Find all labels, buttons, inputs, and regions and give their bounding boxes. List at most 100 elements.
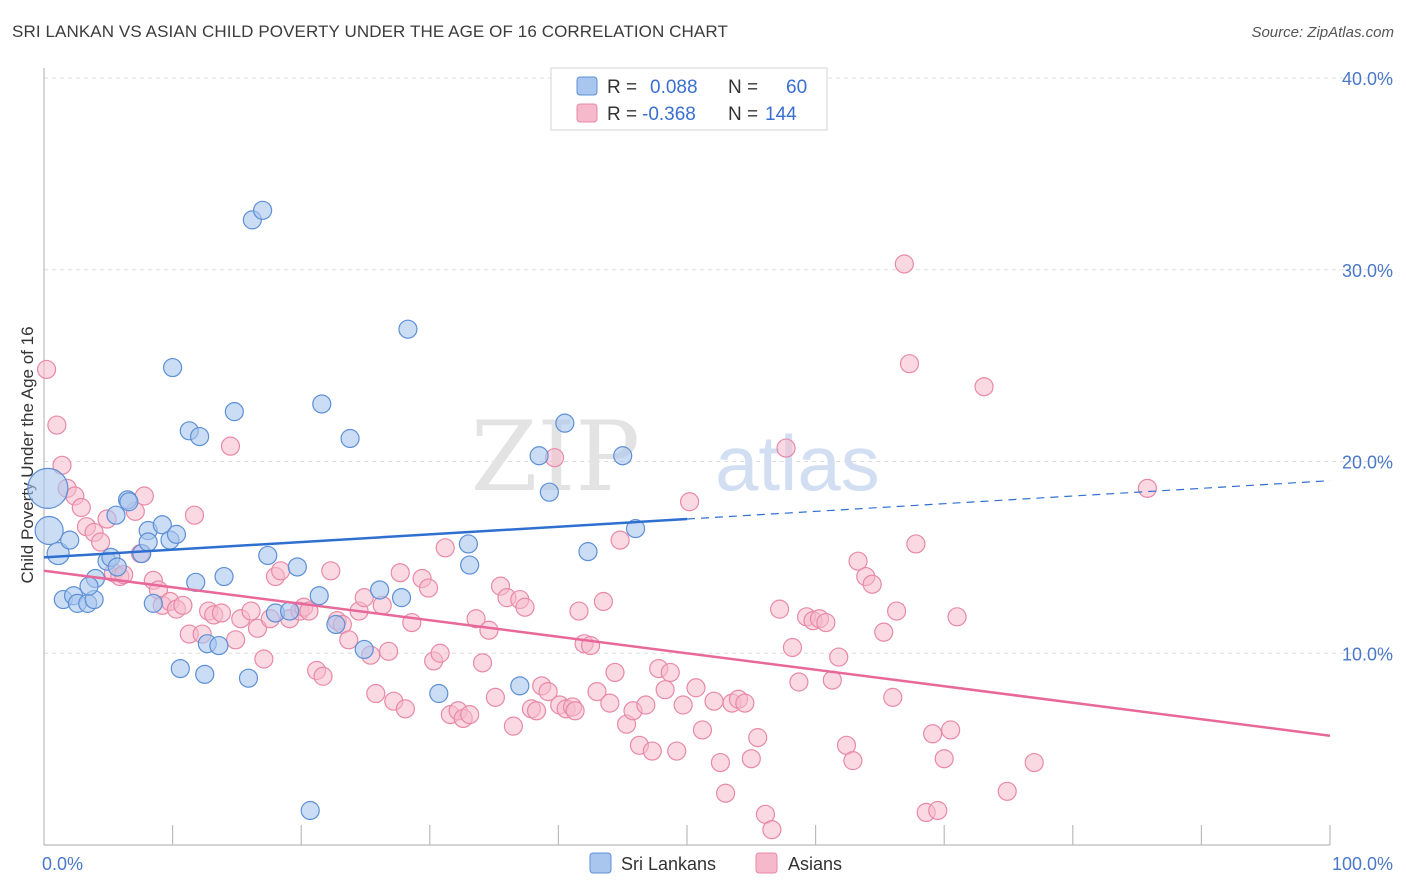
- sri-lankan-point-2: [46, 541, 70, 566]
- asian-point-31: [241, 601, 261, 621]
- sri-lankan-point-1: [34, 515, 64, 546]
- y-tick-label-40: 40.0%: [1342, 69, 1393, 89]
- asian-point-21: [173, 595, 193, 615]
- sri-lankan-point-53: [529, 446, 549, 466]
- sri-lankan-point-27: [190, 426, 210, 447]
- asian-point-134: [906, 534, 926, 554]
- sri-lankan-point-49: [429, 683, 449, 704]
- legend-r-label-sri: R =: [607, 77, 637, 98]
- gridlines: [44, 77, 1393, 654]
- asian-point-97: [655, 680, 675, 700]
- asian-point-111: [748, 728, 768, 748]
- y-tick-labels: 10.0% 20.0% 30.0% 40.0%: [1342, 69, 1393, 664]
- asian-point-139: [941, 720, 961, 740]
- asian-point-109: [735, 693, 755, 713]
- bottom-legend-swatch-asian: [755, 852, 778, 874]
- sri-lankan-point-59: [163, 357, 183, 378]
- asian-point-102: [686, 678, 706, 698]
- sri-lankan-point-41: [309, 586, 329, 606]
- asian-point-32: [247, 618, 268, 638]
- legend-r-label-asian: R =: [607, 104, 637, 125]
- asian-point-101: [679, 492, 700, 512]
- sri-lankans-trend-line: [43, 517, 688, 559]
- asian-point-128: [862, 574, 882, 594]
- sri-lankan-point-47: [391, 588, 412, 608]
- asian-point-110: [741, 749, 761, 769]
- bottom-legend-label-asian: Asians: [788, 854, 842, 874]
- bottom-legend: Sri Lankans Asians: [589, 852, 842, 874]
- y-tick-label-20: 20.0%: [1342, 453, 1393, 473]
- sri-lankan-point-19: [138, 532, 158, 552]
- legend-n-value-asian: 144: [765, 104, 797, 125]
- sri-lankan-point-35: [253, 200, 273, 220]
- sri-lankan-point-36: [258, 545, 278, 566]
- legend-r-value-sri: 0.088: [650, 77, 698, 98]
- watermark-atlas: atlas: [715, 419, 880, 507]
- asian-point-113: [762, 820, 782, 840]
- asian-point-86: [587, 681, 607, 702]
- asian-point-94: [636, 695, 656, 715]
- x-ticks: [172, 825, 1331, 845]
- sri-lankan-point-21: [152, 515, 172, 535]
- asian-point-29: [226, 630, 246, 650]
- y-tick-label-10: 10.0%: [1342, 644, 1393, 664]
- sri-lankan-point-24: [170, 658, 190, 679]
- legend-r-value-asian: -0.368: [642, 104, 696, 125]
- asian-point-58: [418, 578, 439, 598]
- asian-point-52: [379, 641, 399, 661]
- asian-point-90: [610, 530, 630, 550]
- asian-point-98: [660, 662, 680, 683]
- asian-point-143: [1024, 752, 1044, 773]
- asian-point-67: [472, 653, 493, 673]
- sri-lankan-point-28: [195, 664, 215, 684]
- asian-point-50: [366, 683, 386, 704]
- sri-lankan-point-57: [613, 446, 633, 466]
- sri-lankan-point-10: [79, 576, 99, 596]
- asian-point-100: [673, 695, 693, 715]
- sri-lankan-point-52: [510, 676, 530, 696]
- asian-point-125: [843, 751, 863, 771]
- asian-point-1: [47, 415, 67, 435]
- asian-point-117: [789, 672, 809, 692]
- asian-point-36: [271, 561, 291, 581]
- sri-lankan-point-55: [555, 413, 575, 433]
- legend-swatch-asians: [576, 103, 598, 123]
- legend-n-label-asian: N =: [728, 104, 758, 125]
- asian-point-76: [526, 701, 547, 721]
- asian-point-131: [887, 601, 907, 621]
- asian-point-42: [313, 666, 333, 686]
- asian-point-132: [894, 254, 914, 274]
- sri-lankan-point-58: [625, 519, 646, 539]
- sri-lankan-point-14: [106, 505, 126, 525]
- sri-lankan-point-0: [27, 467, 69, 509]
- asian-point-60: [430, 643, 450, 663]
- asian-point-48: [354, 588, 374, 608]
- asian-point-144: [1137, 478, 1157, 498]
- asian-point-87: [593, 591, 614, 612]
- asian-point-129: [874, 622, 894, 642]
- sri-lankan-point-43: [326, 614, 346, 635]
- sri-lankan-point-32: [224, 402, 244, 422]
- sri-lankan-point-38: [280, 601, 300, 621]
- asian-point-27: [211, 603, 232, 623]
- asian-point-74: [515, 597, 535, 617]
- sri-lankan-point-16: [119, 492, 139, 512]
- asian-point-136: [923, 724, 943, 744]
- asian-point-116: [782, 637, 803, 658]
- sri-lankan-point-23: [166, 524, 187, 544]
- asian-point-65: [460, 705, 480, 725]
- asian-point-123: [829, 647, 849, 667]
- asian-point-66: [466, 609, 486, 629]
- asian-point-115: [776, 438, 796, 458]
- legend-n-value-sri: 60: [786, 77, 807, 98]
- asian-point-141: [974, 377, 994, 397]
- sri-lankan-point-33: [238, 668, 259, 688]
- asian-point-54: [390, 563, 410, 583]
- asian-point-89: [605, 662, 625, 683]
- asian-point-23: [184, 505, 205, 525]
- legend-n-label-sri: N =: [728, 77, 758, 98]
- top-legend: R = 0.088 N = 60 R = -0.368 N = 144: [550, 67, 828, 131]
- asian-point-33: [254, 649, 274, 669]
- asian-point-28: [220, 436, 241, 456]
- asian-point-106: [715, 783, 736, 803]
